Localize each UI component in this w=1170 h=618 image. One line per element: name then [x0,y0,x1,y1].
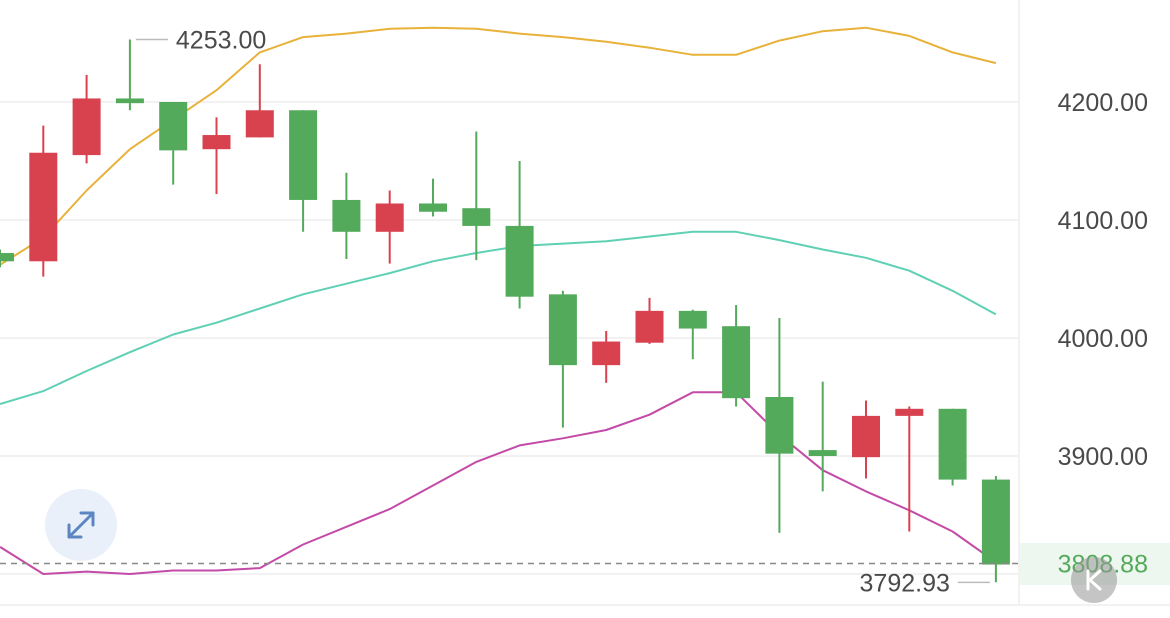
candle-body-14 [592,341,621,366]
lower-band-line [0,391,997,575]
candle-22 [938,408,967,486]
upper-band-line [0,26,997,266]
candle-body-12 [505,225,534,297]
candle-17 [722,304,751,407]
candle-body-11 [462,208,491,226]
candles [0,39,1010,583]
expand-icon [67,511,95,539]
candle-body-19 [808,450,837,456]
candle-10 [419,178,447,217]
candle-7 [289,110,318,232]
candle-19 [808,381,837,492]
candle-5 [202,117,231,195]
candle-1 [29,125,58,277]
candle-body-0 [0,253,14,262]
candle-body-13 [548,294,577,366]
bollinger-bands [0,26,997,575]
candle-body-1 [29,152,58,262]
candle-23 [981,476,1010,583]
candle-body-20 [852,415,880,458]
candle-body-5 [202,135,231,150]
candle-2 [72,74,101,164]
candle-body-21 [895,408,924,416]
expand-button[interactable] [45,489,117,561]
candle-13 [548,290,577,428]
candle-16 [678,309,707,360]
candle-body-10 [419,203,447,212]
candle-0 [0,249,14,268]
candle-body-8 [332,199,361,232]
candle-body-23 [981,479,1010,565]
candle-body-22 [938,408,967,480]
middle-band-line [0,230,997,406]
candle-14 [592,330,621,383]
candle-21 [895,406,924,532]
candle-body-3 [115,98,144,104]
candle-8 [332,172,361,259]
candle-body-17 [722,326,751,399]
candle-body-16 [678,310,707,329]
candle-body-9 [375,203,404,232]
annotations [0,38,1018,584]
candle-4 [159,102,188,185]
candle-20 [852,400,880,479]
candle-body-15 [635,310,664,343]
candle-18 [765,317,794,533]
candle-body-2 [72,98,101,156]
candle-3 [115,39,144,111]
k-icon [1086,569,1102,591]
candle-12 [505,161,534,309]
candle-body-18 [765,397,794,454]
kline-toggle-button[interactable] [1071,557,1117,603]
candle-6 [245,64,274,138]
candle-body-4 [159,102,188,151]
candle-15 [635,297,664,344]
candle-body-7 [289,110,318,200]
candle-body-6 [245,110,274,138]
candle-11 [462,131,491,261]
candle-9 [375,190,404,264]
